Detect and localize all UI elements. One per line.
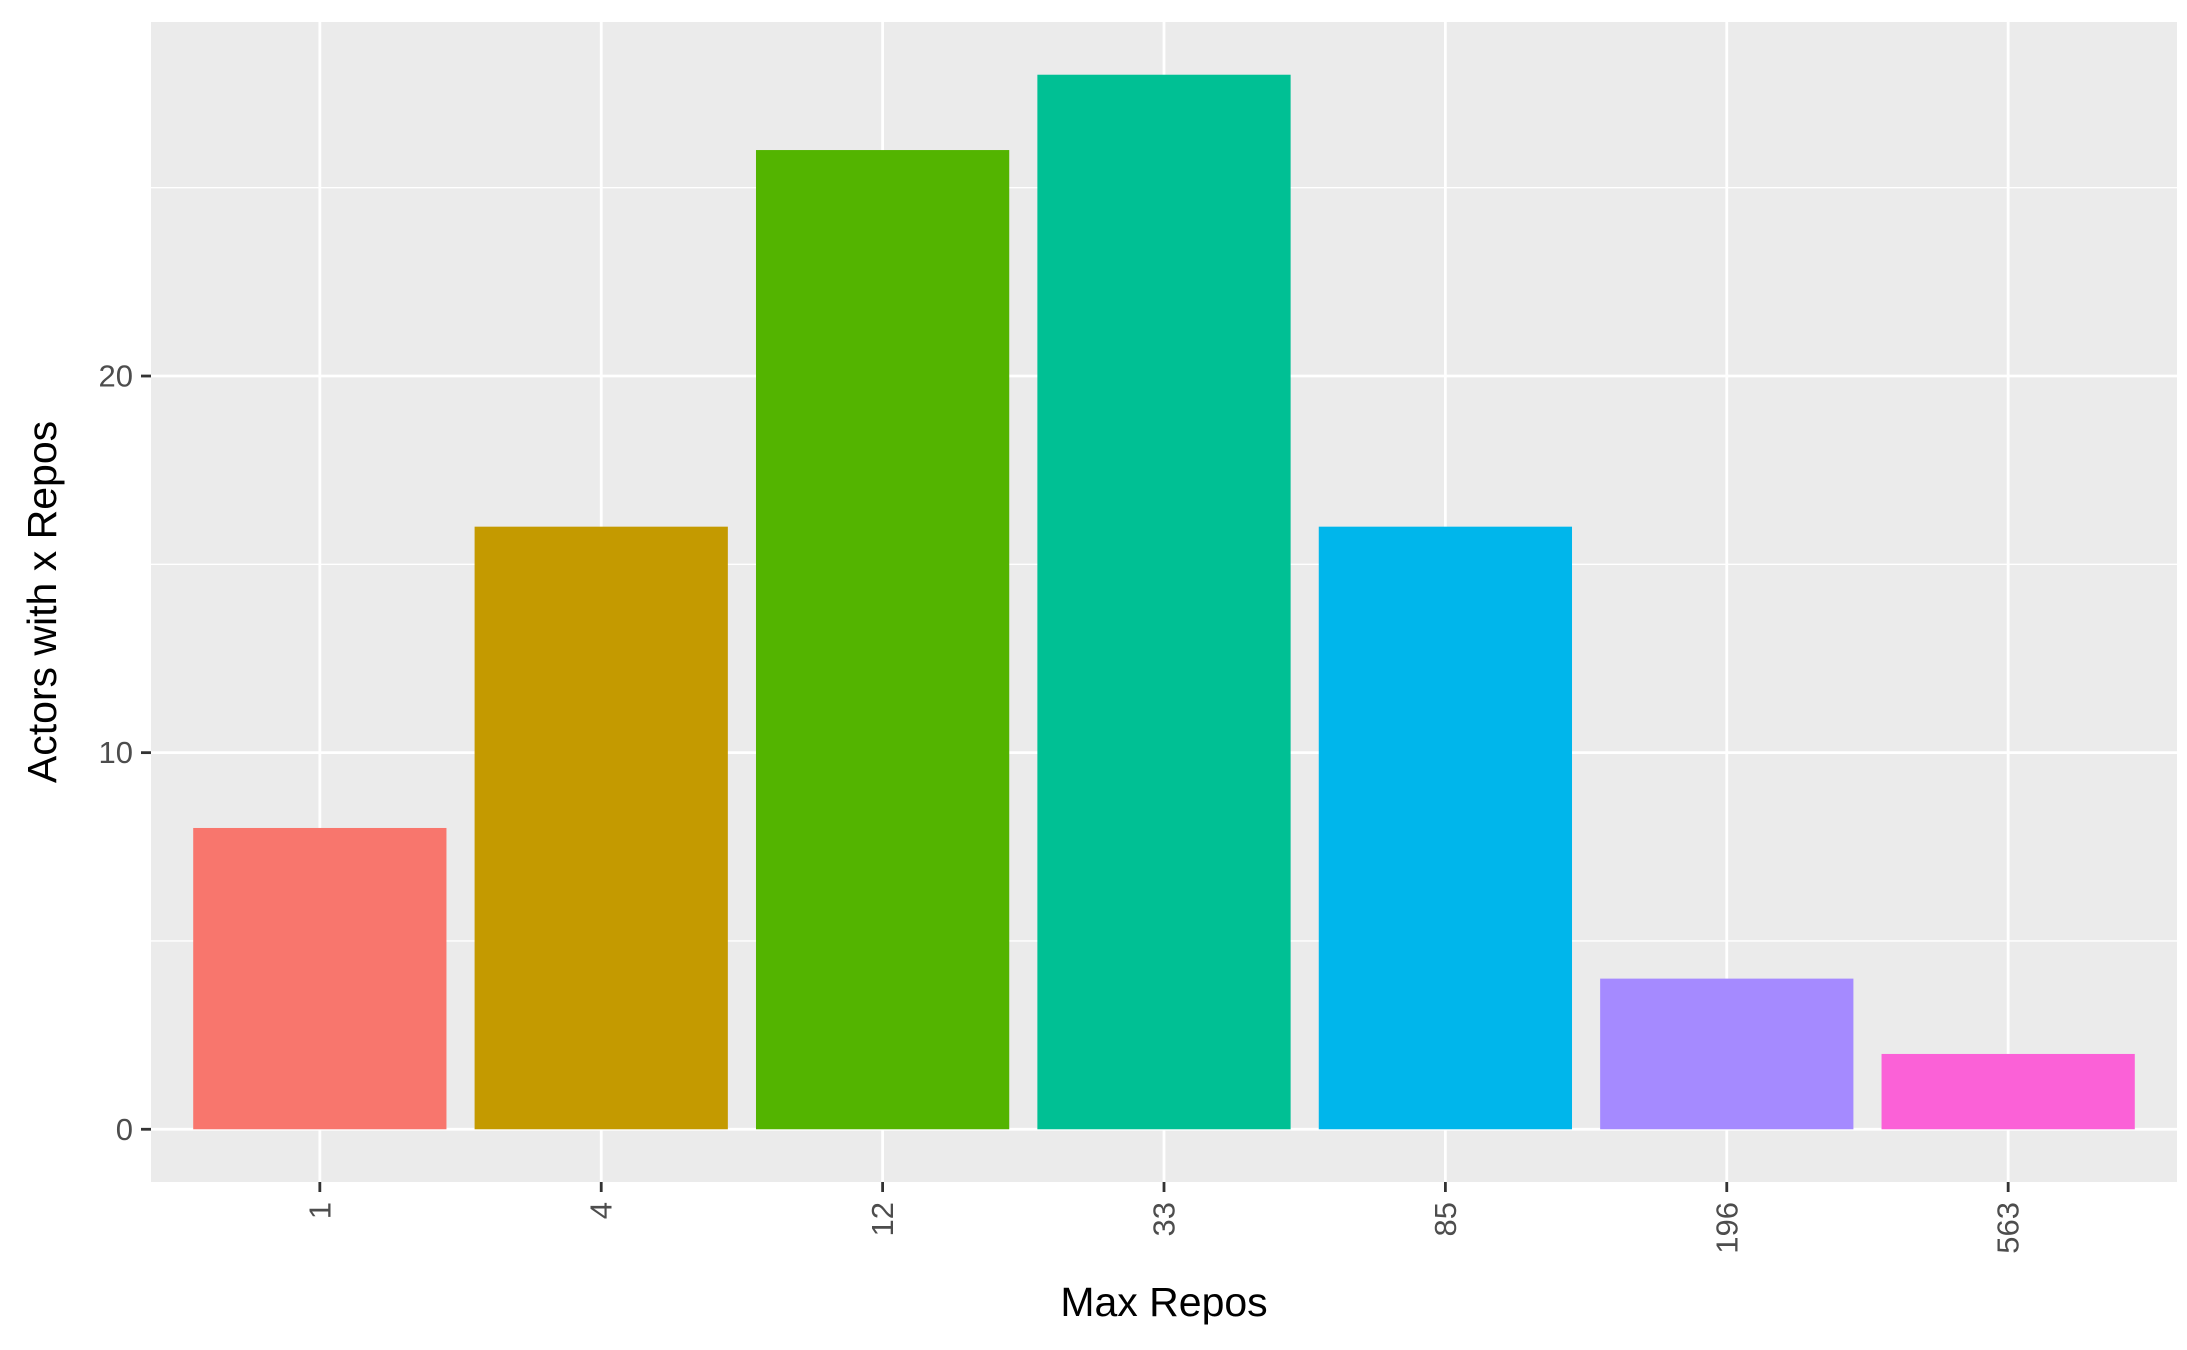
bars: [193, 74, 2135, 1130]
x-tick-label: 33: [1147, 1202, 1182, 1236]
y-tick-label: 10: [99, 735, 133, 770]
x-tick-label: 85: [1428, 1202, 1463, 1236]
y-axis-title: Actors with x Repos: [19, 421, 65, 783]
bar-85: [1318, 526, 1573, 1130]
x-tick-label: 4: [584, 1202, 619, 1219]
bar-1: [193, 827, 447, 1130]
bar-196: [1600, 978, 1854, 1130]
x-tick-label: 12: [865, 1202, 900, 1236]
y-tick-label: 20: [99, 359, 133, 394]
x-tick-label: 563: [1991, 1202, 2026, 1254]
x-axis: 1 4 12 33 85 196 563: [302, 1182, 2026, 1254]
bar-4: [474, 526, 728, 1130]
bar-33: [1037, 74, 1291, 1130]
x-tick-label: 196: [1709, 1202, 1744, 1254]
bar-563: [1881, 1053, 2135, 1130]
x-tick-label: 1: [302, 1202, 337, 1219]
x-axis-title: Max Repos: [1060, 1279, 1267, 1325]
y-tick-label: 0: [116, 1112, 133, 1147]
y-axis: 0 10 20: [99, 359, 151, 1147]
bar-12: [755, 150, 1010, 1130]
